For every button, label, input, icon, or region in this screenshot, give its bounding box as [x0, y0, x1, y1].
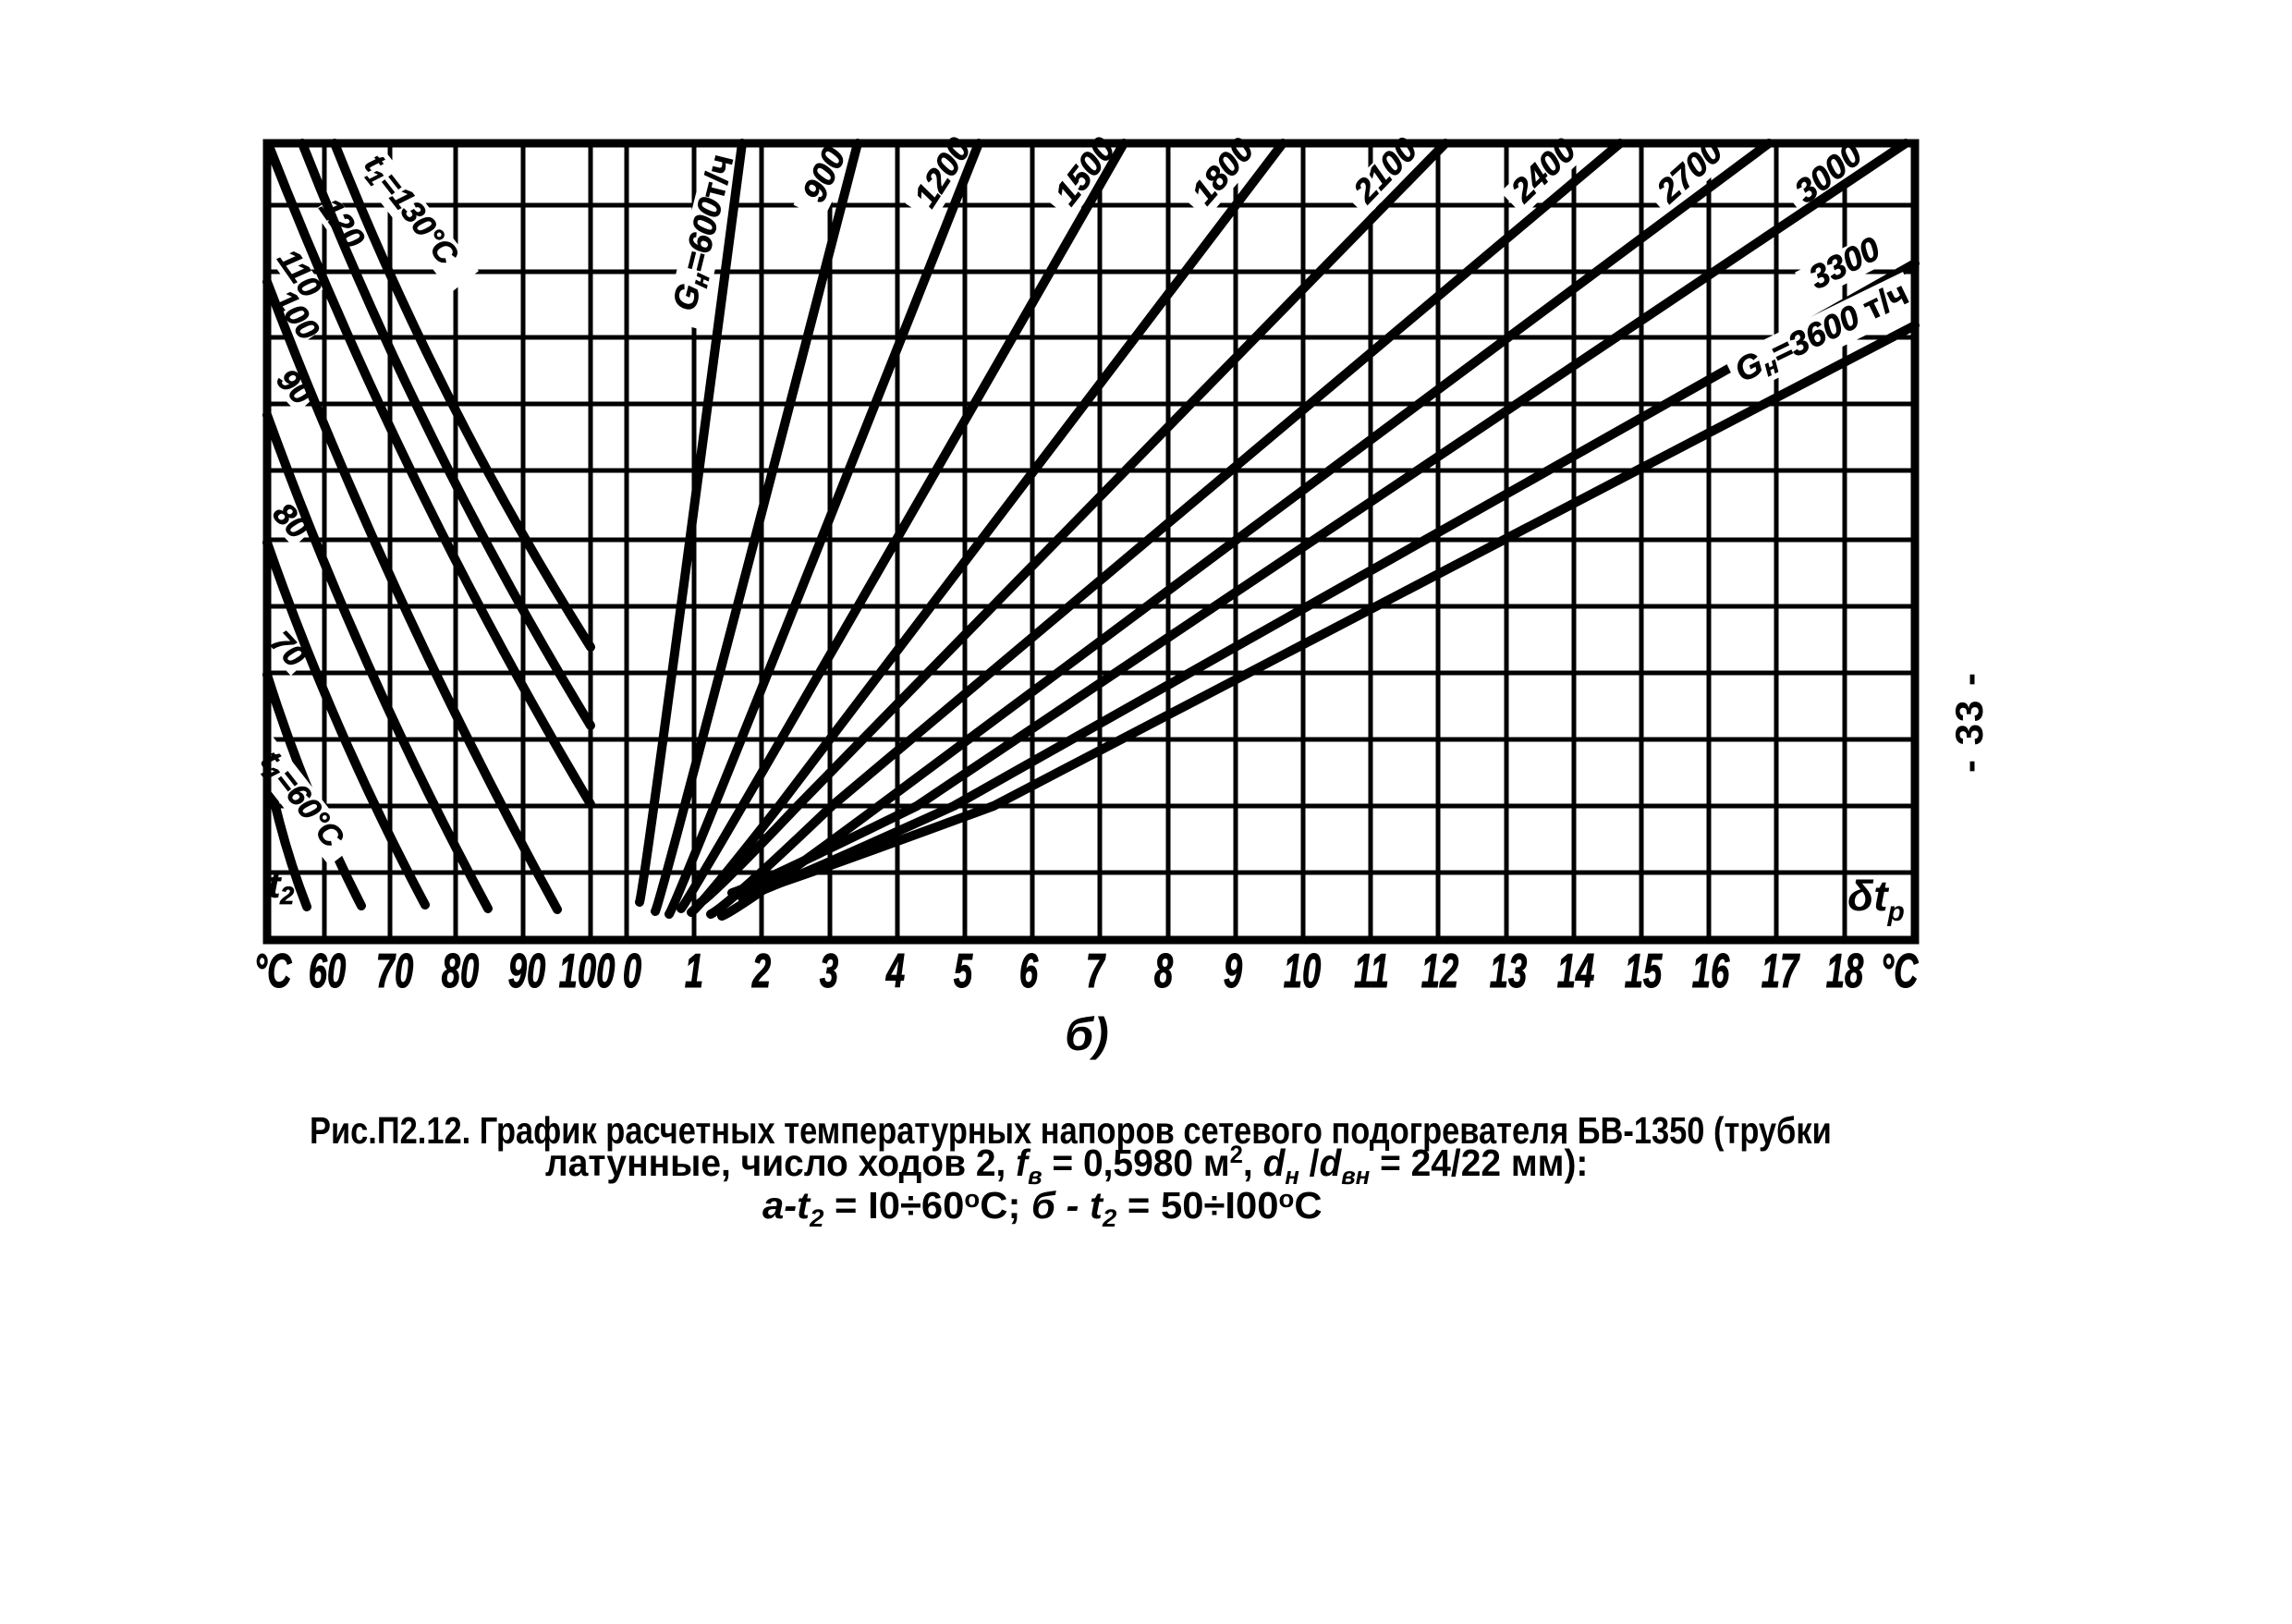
svg-text:6: 6	[1019, 943, 1039, 997]
svg-text:8: 8	[1154, 943, 1173, 997]
svg-text:14: 14	[1557, 943, 1595, 997]
svg-text:5: 5	[954, 943, 973, 997]
svg-text:2: 2	[751, 943, 771, 997]
svg-text:60: 60	[309, 943, 347, 997]
svg-text:б): б)	[1065, 1008, 1109, 1060]
svg-text:9: 9	[1224, 943, 1242, 997]
svg-text:16: 16	[1692, 943, 1730, 997]
svg-text:0: 0	[623, 943, 641, 997]
svg-text:80: 80	[442, 943, 480, 997]
svg-text:17: 17	[1762, 943, 1800, 997]
svg-text:15: 15	[1625, 943, 1663, 997]
svg-text:18: 18	[1826, 943, 1864, 997]
svg-text:а-t2 = I0÷60оС; б - t2 = 50÷: а-t2 = I0÷60оС; б - t2 = 50÷I00оС	[762, 1184, 1323, 1232]
svg-text:3: 3	[820, 943, 838, 997]
svg-text:- 33 -: - 33 -	[1947, 671, 1991, 773]
svg-text:13: 13	[1490, 943, 1528, 997]
svg-text:Рис.П2.12. График расчетных те: Рис.П2.12. График расчетных температурны…	[310, 1110, 1832, 1152]
svg-text:70: 70	[376, 943, 414, 997]
svg-text:°C: °C	[1881, 943, 1919, 997]
svg-text:12: 12	[1421, 943, 1459, 997]
svg-text:δtp: δtp	[1847, 872, 1905, 927]
svg-text:7: 7	[1086, 943, 1106, 997]
svg-text:°C: °C	[254, 943, 292, 997]
svg-text:10: 10	[1284, 943, 1322, 997]
svg-text:1: 1	[685, 943, 703, 997]
svg-text:4: 4	[885, 943, 905, 997]
svg-text:латунные, число ходов 2, fв =: латунные, число ходов 2, fв = 0,5980 м2,…	[545, 1140, 1588, 1190]
svg-text:11: 11	[1354, 943, 1389, 997]
svg-text:90: 90	[508, 943, 546, 997]
svg-text:100: 100	[559, 943, 616, 997]
